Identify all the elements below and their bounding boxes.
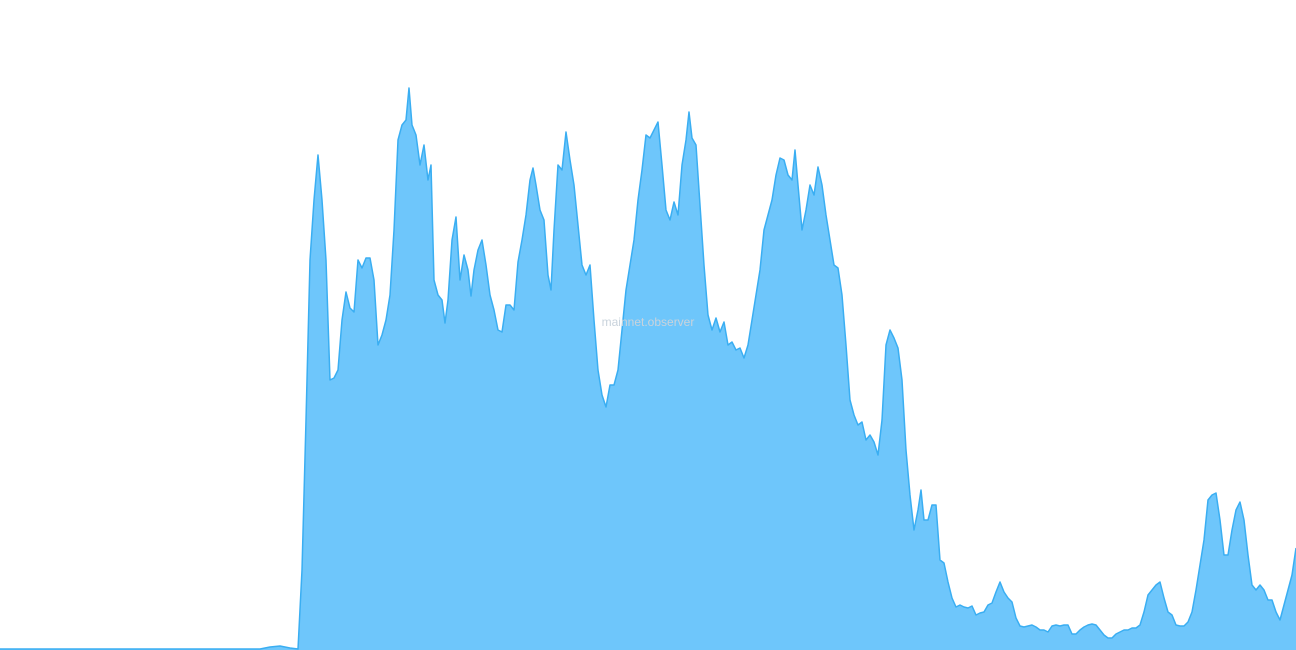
area-line <box>0 87 1296 650</box>
area-fill <box>0 88 1296 650</box>
watermark: mainnet.observer <box>602 315 695 329</box>
